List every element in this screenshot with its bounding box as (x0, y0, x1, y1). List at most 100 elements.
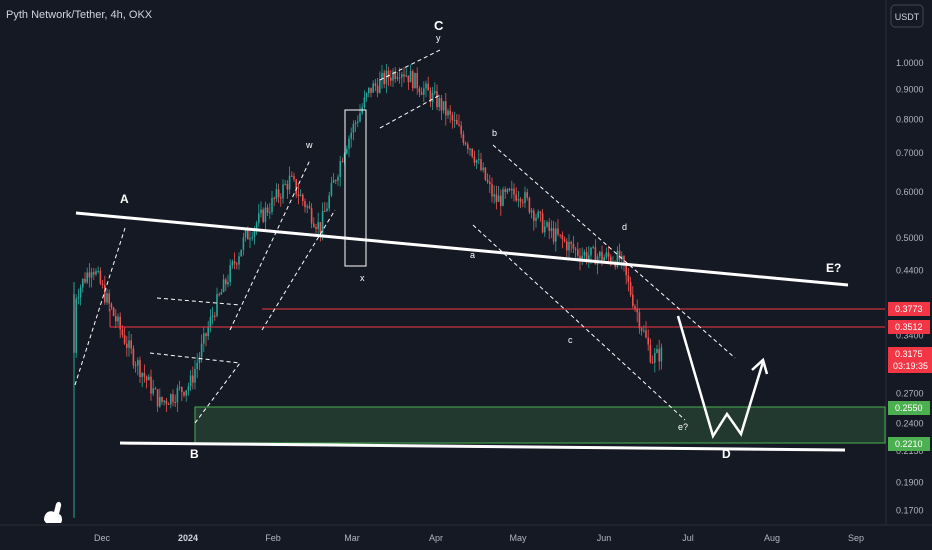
candle-body (442, 101, 445, 111)
symbol-title[interactable]: Pyth Network/Tether, 4h, OKX (6, 9, 153, 21)
wave-label-e: e? (678, 422, 688, 432)
candle-body (306, 206, 308, 208)
candle-body (324, 210, 326, 212)
candle-body (508, 188, 511, 191)
price-tag-0.2550: 0.2550 (895, 403, 923, 413)
price-tick-9: 0.2400 (896, 418, 924, 428)
candle-body (405, 75, 407, 77)
candle-body (346, 148, 348, 154)
price-tick-2: 0.8000 (896, 114, 924, 124)
candle-body (317, 222, 319, 230)
candle-body (453, 120, 456, 122)
candle-body (255, 223, 258, 229)
candle-body (88, 272, 91, 278)
candle-body (236, 263, 238, 265)
candle-body (304, 200, 306, 208)
candle-body (568, 241, 570, 251)
candle-body (480, 159, 482, 170)
wave-label-w: w (305, 140, 313, 150)
candle-body (504, 189, 506, 193)
candle-body (295, 179, 297, 195)
candle-body (99, 270, 102, 284)
candle-body (418, 88, 421, 93)
candle-body (566, 241, 568, 251)
candle-body (478, 159, 480, 161)
candle-body (282, 184, 284, 199)
candle-body (82, 278, 84, 288)
price-tag-0.2550-bg (888, 401, 930, 415)
candle-body (572, 243, 575, 249)
candle-body (262, 209, 264, 222)
wave-label-b: b (492, 128, 497, 138)
candle-body (339, 161, 341, 177)
candle-body (440, 98, 443, 111)
candle-body (390, 77, 392, 81)
time-tick-4: Apr (429, 533, 443, 543)
candle-body (145, 376, 148, 381)
candle-body (385, 70, 388, 85)
candle-body (649, 344, 652, 363)
candle-body (176, 388, 179, 403)
candle-body (583, 252, 586, 256)
lower-trendline (119, 441, 846, 452)
candle-body (152, 388, 154, 394)
candle-body (277, 189, 280, 198)
wave-label-B: B (190, 447, 199, 461)
candle-body (198, 356, 201, 363)
candles-layer (73, 63, 663, 518)
currency-button[interactable] (890, 4, 924, 28)
projection-arrowhead (751, 357, 769, 375)
candle-body (640, 328, 643, 331)
price-tag-last: 0.3175 (895, 349, 923, 359)
candle-body (365, 93, 368, 98)
time-axis[interactable]: Dec 2024 Feb Mar Apr May Jun Jul Aug Sep (94, 533, 864, 543)
candle-body (625, 264, 627, 276)
candle-body (143, 373, 146, 377)
candle-body (132, 348, 135, 366)
wave-label-D: D (722, 447, 731, 461)
candle-body (493, 194, 495, 197)
candle-body (363, 97, 366, 108)
candle-body (515, 194, 517, 201)
candle-body (486, 179, 489, 182)
candle-body (244, 230, 247, 238)
candle-body (603, 257, 605, 261)
candle-body (209, 317, 212, 328)
candle-body (376, 85, 379, 93)
candle-body (546, 222, 548, 227)
candle-body (555, 228, 557, 242)
candle-body (517, 199, 520, 201)
candle-body (438, 98, 440, 108)
wave-label-C: C (434, 18, 444, 33)
candle-body (148, 376, 150, 381)
candle-body (181, 387, 183, 392)
price-tick-6: 0.4400 (896, 265, 924, 275)
candle-body (434, 91, 436, 93)
candle-body (280, 197, 282, 199)
candle-body (423, 88, 425, 95)
candle-body (513, 188, 515, 195)
wave-label-A: A (120, 192, 129, 206)
candle-body (462, 134, 465, 144)
candle-body (592, 247, 594, 249)
candle-body (86, 272, 88, 283)
candle-body (588, 255, 590, 261)
candle-body (271, 197, 273, 212)
candle-body (623, 256, 625, 265)
candle-body (119, 316, 121, 330)
candle-body (535, 217, 537, 221)
candle-body (381, 72, 383, 80)
upper-trendline (75, 211, 849, 287)
price-scale[interactable]: 1.0000 0.9000 0.8000 0.7000 0.6000 0.5000 0.44… (896, 58, 924, 515)
candle-body (647, 337, 649, 345)
candle-body (577, 249, 579, 256)
candle-body (222, 279, 225, 293)
candle-body (519, 199, 522, 202)
tradingview-logo-icon[interactable] (44, 501, 63, 523)
candle-body (590, 247, 592, 256)
candle-body (137, 360, 139, 366)
candle-body (174, 401, 176, 403)
candle-body (93, 272, 95, 275)
candle-body (629, 282, 632, 295)
